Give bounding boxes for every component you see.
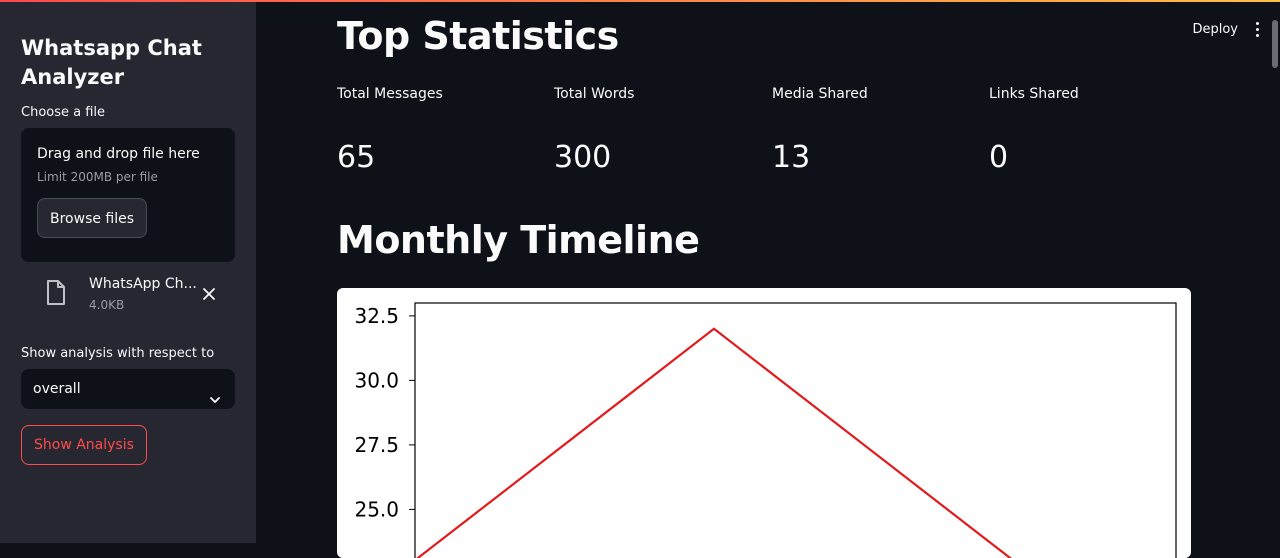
metric-total-words: Total Words 300 — [554, 86, 764, 175]
y-tick-label: 32.5 — [354, 304, 399, 328]
close-icon[interactable] — [202, 286, 216, 305]
deploy-button[interactable]: Deploy — [1192, 21, 1238, 37]
analysis-select-label: Show analysis with respect to — [21, 346, 215, 361]
metric-links-shared: Links Shared 0 — [989, 86, 1199, 175]
series-line — [416, 327, 1012, 558]
y-tick-label: 30.0 — [354, 368, 399, 392]
metric-label: Total Messages — [337, 86, 443, 102]
chart-svg: 25.0 27.5 30.0 32.5 — [354, 302, 1177, 558]
dropzone-limit: Limit 200MB per file — [37, 170, 158, 184]
dropzone-text: Drag and drop file here — [37, 146, 200, 162]
uploaded-file-name: WhatsApp Ch... — [89, 276, 197, 292]
metric-value: 0 — [989, 140, 1009, 175]
metric-value: 65 — [337, 140, 376, 175]
metric-label: Media Shared — [772, 86, 868, 102]
analysis-select[interactable]: overall — [21, 369, 235, 409]
y-tick-label: 27.5 — [354, 433, 399, 457]
plot-frame — [414, 302, 1177, 558]
metric-media-shared: Media Shared 13 — [772, 86, 982, 175]
uploaded-file: WhatsApp Ch... 4.0KB — [21, 276, 235, 320]
metric-value: 300 — [554, 140, 612, 175]
monthly-timeline-chart: 25.0 27.5 30.0 32.5 — [337, 288, 1191, 558]
show-analysis-button[interactable]: Show Analysis — [21, 425, 147, 465]
more-options-icon[interactable] — [1256, 21, 1260, 37]
top-accent-bar — [0, 0, 1280, 2]
browse-files-button[interactable]: Browse files — [37, 198, 148, 238]
monthly-timeline-title: Monthly Timeline — [337, 218, 700, 262]
main-content: Top Statistics Total Messages 65 Total W… — [337, 0, 1191, 558]
chevron-down-icon — [209, 382, 221, 422]
uploaded-file-size: 4.0KB — [89, 298, 125, 312]
top-statistics-title: Top Statistics — [337, 14, 619, 58]
metric-value: 13 — [772, 140, 811, 175]
file-dropzone[interactable]: Drag and drop file here Limit 200MB per … — [21, 128, 235, 262]
metric-total-messages: Total Messages 65 — [337, 86, 547, 175]
header-actions: Deploy — [1192, 18, 1260, 40]
file-uploader-label: Choose a file — [21, 105, 106, 120]
app-title: Whatsapp Chat Analyzer — [21, 36, 202, 89]
scrollbar[interactable] — [1272, 20, 1278, 68]
metric-label: Links Shared — [989, 86, 1079, 102]
analysis-select-value: overall — [33, 381, 81, 397]
metric-label: Total Words — [554, 86, 635, 102]
file-icon — [45, 280, 67, 310]
y-tick-label: 25.0 — [354, 497, 399, 521]
sidebar: Whatsapp Chat Analyzer Choose a file Dra… — [0, 2, 256, 543]
